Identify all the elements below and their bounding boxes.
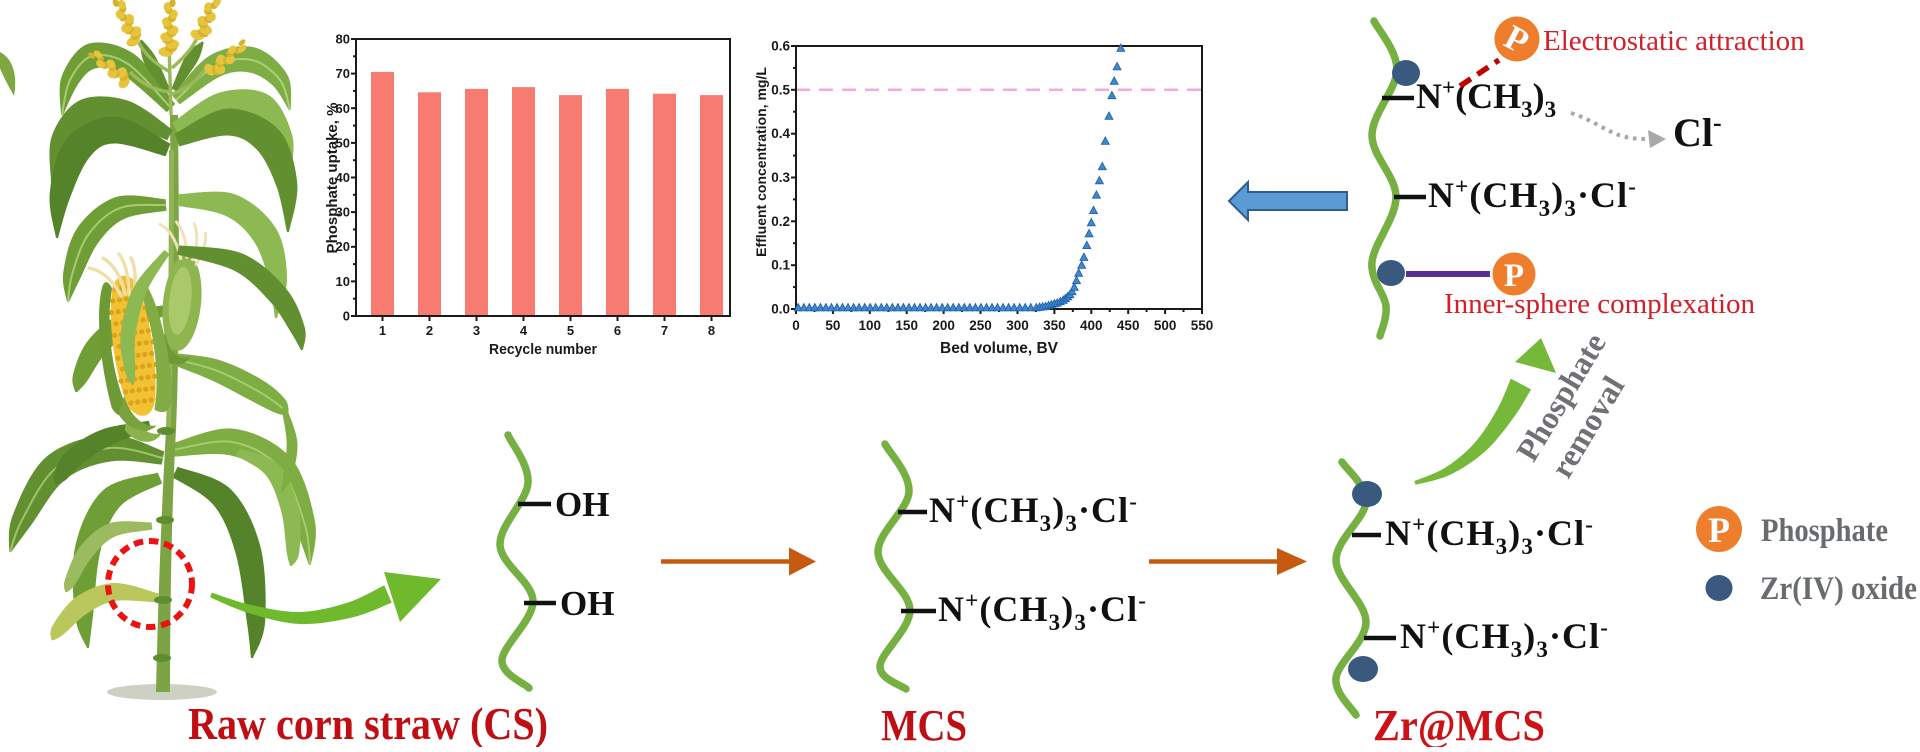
- svg-text:100: 100: [859, 318, 882, 333]
- svg-text:4: 4: [520, 323, 528, 338]
- svg-text:Recycle number: Recycle number: [489, 342, 597, 358]
- svg-text:Electrostatic attraction: Electrostatic attraction: [1543, 25, 1805, 57]
- svg-text:50: 50: [825, 318, 840, 333]
- svg-text:Zr(IV) oxide: Zr(IV) oxide: [1760, 571, 1917, 607]
- svg-text:150: 150: [895, 318, 918, 333]
- svg-text:50: 50: [336, 135, 350, 150]
- svg-text:0: 0: [343, 309, 350, 324]
- svg-text:300: 300: [1006, 318, 1029, 333]
- svg-text:Effluent concentration, mg/L: Effluent concentration, mg/L: [753, 67, 769, 257]
- svg-text:3: 3: [473, 323, 480, 338]
- svg-text:0.1: 0.1: [771, 258, 790, 273]
- svg-text:Raw corn straw (CS): Raw corn straw (CS): [188, 699, 548, 747]
- svg-text:80: 80: [336, 32, 350, 47]
- svg-text:250: 250: [969, 318, 992, 333]
- svg-text:60: 60: [336, 101, 350, 116]
- svg-text:N+(CH3)3: N+(CH3)3: [1416, 75, 1556, 122]
- svg-text:0.5: 0.5: [771, 82, 790, 97]
- svg-text:P: P: [1504, 258, 1524, 294]
- svg-text:40: 40: [336, 170, 350, 185]
- svg-text:10: 10: [336, 274, 350, 289]
- svg-text:400: 400: [1080, 318, 1103, 333]
- svg-text:1: 1: [379, 323, 386, 338]
- svg-text:350: 350: [1043, 318, 1066, 333]
- svg-text:0.2: 0.2: [771, 214, 790, 229]
- svg-text:Bed volume, BV: Bed volume, BV: [940, 340, 1059, 357]
- svg-text:8: 8: [708, 323, 715, 338]
- svg-text:Inner-sphere complexation: Inner-sphere complexation: [1444, 288, 1756, 320]
- svg-text:30: 30: [336, 205, 350, 220]
- svg-text:500: 500: [1154, 318, 1177, 333]
- svg-text:MCS: MCS: [881, 701, 967, 747]
- svg-text:0.6: 0.6: [771, 39, 790, 54]
- svg-text:Phosphate: Phosphate: [1761, 513, 1888, 549]
- svg-text:Zr@MCS: Zr@MCS: [1373, 701, 1545, 747]
- svg-text:2: 2: [426, 323, 433, 338]
- svg-text:0.0: 0.0: [771, 302, 790, 317]
- svg-text:5: 5: [567, 323, 574, 338]
- svg-text:550: 550: [1191, 318, 1214, 333]
- svg-text:P: P: [1708, 510, 1730, 550]
- svg-text:0.4: 0.4: [771, 126, 790, 141]
- svg-text:450: 450: [1117, 318, 1140, 333]
- svg-text:7: 7: [661, 323, 668, 338]
- svg-text:OH: OH: [555, 485, 609, 524]
- svg-text:20: 20: [336, 239, 350, 254]
- svg-text:0.3: 0.3: [771, 170, 790, 185]
- svg-text:0: 0: [792, 318, 800, 333]
- svg-text:70: 70: [336, 66, 350, 81]
- svg-text:200: 200: [932, 318, 955, 333]
- svg-text:6: 6: [614, 323, 621, 338]
- svg-text:OH: OH: [560, 584, 614, 623]
- svg-text:Phosphate uptake, %: Phosphate uptake, %: [324, 103, 341, 254]
